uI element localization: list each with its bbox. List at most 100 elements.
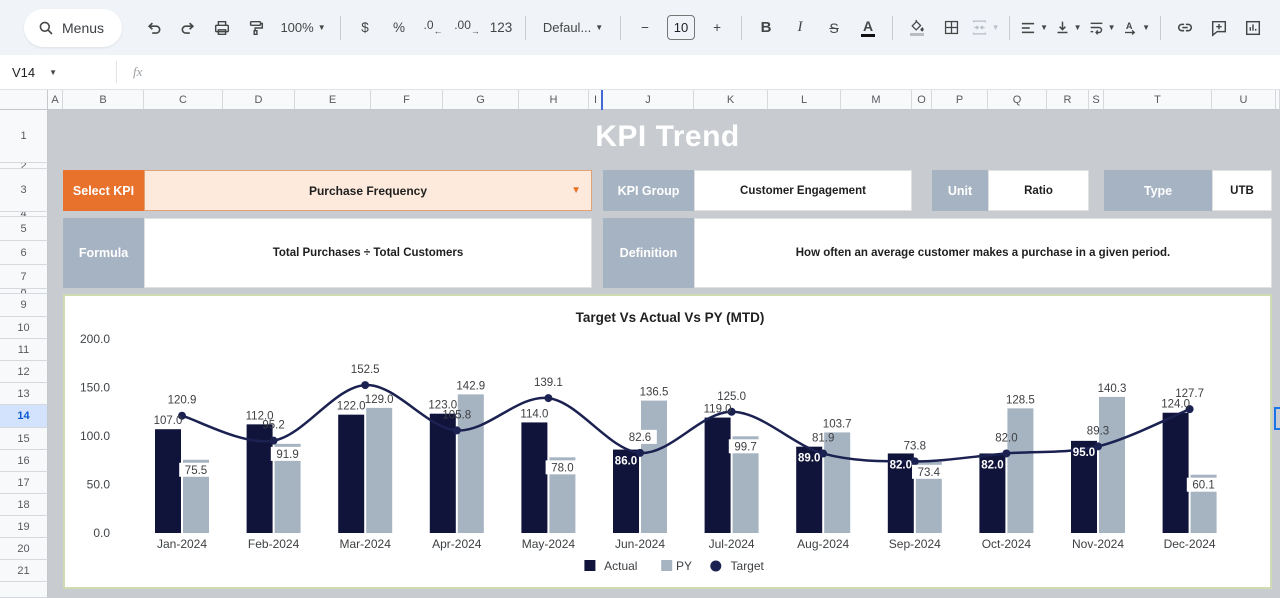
row-header-8[interactable]: 8: [0, 289, 48, 294]
strikethrough-button[interactable]: S: [829, 19, 839, 36]
font-size-input[interactable]: 10: [667, 15, 696, 40]
format-currency-button[interactable]: $: [361, 20, 369, 35]
row-header-13[interactable]: 13: [0, 383, 48, 405]
row-header-partial[interactable]: [0, 582, 48, 598]
paint-format-icon[interactable]: [240, 10, 272, 46]
column-header-F[interactable]: F: [371, 90, 443, 110]
fill-color-button[interactable]: [901, 10, 933, 46]
row-header-14[interactable]: 14: [0, 405, 48, 428]
row-header-9[interactable]: 9: [0, 294, 48, 317]
kpi-group-value: Customer Engagement: [694, 170, 912, 211]
row-header-5[interactable]: 5: [0, 217, 48, 241]
formula-label: Formula: [63, 218, 144, 288]
font-select[interactable]: Defaul... ▼: [534, 10, 612, 46]
row-header-15[interactable]: 15: [0, 428, 48, 450]
row-header-1[interactable]: 1: [0, 110, 48, 163]
insert-comment-button[interactable]: [1203, 10, 1235, 46]
column-header-H[interactable]: H: [519, 90, 589, 110]
horizontal-align-button[interactable]: ▼: [1018, 10, 1050, 46]
italic-button[interactable]: I: [797, 19, 803, 35]
row-header-3[interactable]: 3: [0, 169, 48, 212]
text-wrap-button[interactable]: ▼: [1086, 10, 1118, 46]
column-header-O[interactable]: O: [912, 90, 932, 110]
text-rotation-button[interactable]: A ▼: [1120, 10, 1152, 46]
chevron-down-icon: ▼: [317, 23, 326, 32]
format-percent-button[interactable]: %: [393, 20, 406, 35]
row-header-6[interactable]: 6: [0, 241, 48, 265]
column-header-C[interactable]: C: [144, 90, 223, 110]
formula-input[interactable]: [142, 55, 1280, 89]
print-icon[interactable]: [206, 10, 238, 46]
column-header-D[interactable]: D: [223, 90, 295, 110]
more-formats-button[interactable]: 123: [489, 20, 513, 35]
target-point-Jan-2024: [178, 411, 186, 420]
undo-button[interactable]: [138, 10, 170, 46]
chart-value-label: 75.5: [185, 465, 207, 477]
row-header-12[interactable]: 12: [0, 361, 48, 383]
column-header-U[interactable]: U: [1212, 90, 1276, 110]
target-point-Mar-2024: [361, 381, 370, 390]
frozen-pane-divider[interactable]: [601, 90, 603, 110]
chevron-down-icon: ▼: [595, 23, 604, 32]
menus-search-pill[interactable]: Menus: [24, 8, 123, 47]
chart-value-label: 60.1: [1192, 480, 1214, 492]
column-header-L[interactable]: L: [768, 90, 841, 110]
column-header-J[interactable]: J: [603, 90, 694, 110]
vertical-align-button[interactable]: ▼: [1052, 10, 1084, 46]
row-header-21[interactable]: 21: [0, 560, 48, 582]
target-point-Oct-2024: [1002, 449, 1011, 458]
redo-button[interactable]: [172, 10, 204, 46]
row-header-20[interactable]: 20: [0, 538, 48, 560]
column-header-K[interactable]: K: [694, 90, 768, 110]
select-all-corner[interactable]: [0, 90, 48, 110]
target-point-Jun-2024: [636, 448, 644, 457]
bar-actual-Dec-2024: [1162, 412, 1189, 533]
row-header-11[interactable]: 11: [0, 339, 48, 361]
row-header-18[interactable]: 18: [0, 494, 48, 516]
target-value-label: 139.1: [534, 377, 563, 389]
column-header-B[interactable]: B: [63, 90, 144, 110]
kpi-dropdown[interactable]: Purchase Frequency ▼: [144, 170, 592, 211]
target-point-Dec-2024: [1185, 405, 1194, 414]
row-header-19[interactable]: 19: [0, 516, 48, 538]
column-header-T[interactable]: T: [1104, 90, 1212, 110]
chart-value-label: 82.0: [981, 459, 1003, 471]
insert-chart-button[interactable]: [1237, 10, 1269, 46]
merge-cells-button[interactable]: ▼: [969, 10, 1001, 46]
column-header-M[interactable]: M: [841, 90, 912, 110]
column-header-S[interactable]: S: [1089, 90, 1104, 110]
target-point-May-2024: [544, 394, 553, 403]
column-header-G[interactable]: G: [443, 90, 519, 110]
column-header-E[interactable]: E: [295, 90, 371, 110]
zoom-select[interactable]: 100% ▼: [274, 10, 332, 46]
font-value: Defaul...: [542, 20, 592, 35]
toolbar-divider: [892, 15, 894, 40]
increase-font-size-button[interactable]: +: [713, 20, 721, 35]
row-header-7[interactable]: 7: [0, 265, 48, 289]
column-header-partial[interactable]: [1276, 90, 1280, 110]
row-header-10[interactable]: 10: [0, 317, 48, 339]
chart-value-label: 107.0: [154, 415, 183, 427]
row-header-4[interactable]: 4: [0, 212, 48, 217]
chevron-down-icon: ▼: [991, 23, 1000, 32]
paint-bucket-icon: [911, 19, 924, 32]
insert-link-button[interactable]: [1169, 10, 1201, 46]
text-color-button[interactable]: A: [852, 10, 884, 46]
column-header-P[interactable]: P: [932, 90, 988, 110]
column-header-R[interactable]: R: [1047, 90, 1089, 110]
bold-button[interactable]: B: [760, 19, 772, 36]
name-box[interactable]: V14 ▼: [0, 65, 108, 80]
borders-button[interactable]: [935, 10, 967, 46]
text-color-swatch: [861, 33, 876, 37]
row-header-2[interactable]: 2: [0, 163, 48, 169]
row-header-16[interactable]: 16: [0, 450, 48, 472]
chevron-down-icon: ▼: [1073, 23, 1082, 32]
svg-text:A: A: [1126, 21, 1133, 31]
column-header-A[interactable]: A: [48, 90, 63, 110]
kpi-trend-chart[interactable]: Target Vs Actual Vs PY (MTD) 0.0 50.0 100.0…: [63, 294, 1272, 589]
decrease-font-size-button[interactable]: −: [641, 20, 649, 35]
row-header-17[interactable]: 17: [0, 472, 48, 494]
column-header-Q[interactable]: Q: [988, 90, 1047, 110]
decrease-decimal-button[interactable]: .0 ←: [423, 18, 443, 36]
increase-decimal-button[interactable]: .00 →: [454, 18, 480, 36]
